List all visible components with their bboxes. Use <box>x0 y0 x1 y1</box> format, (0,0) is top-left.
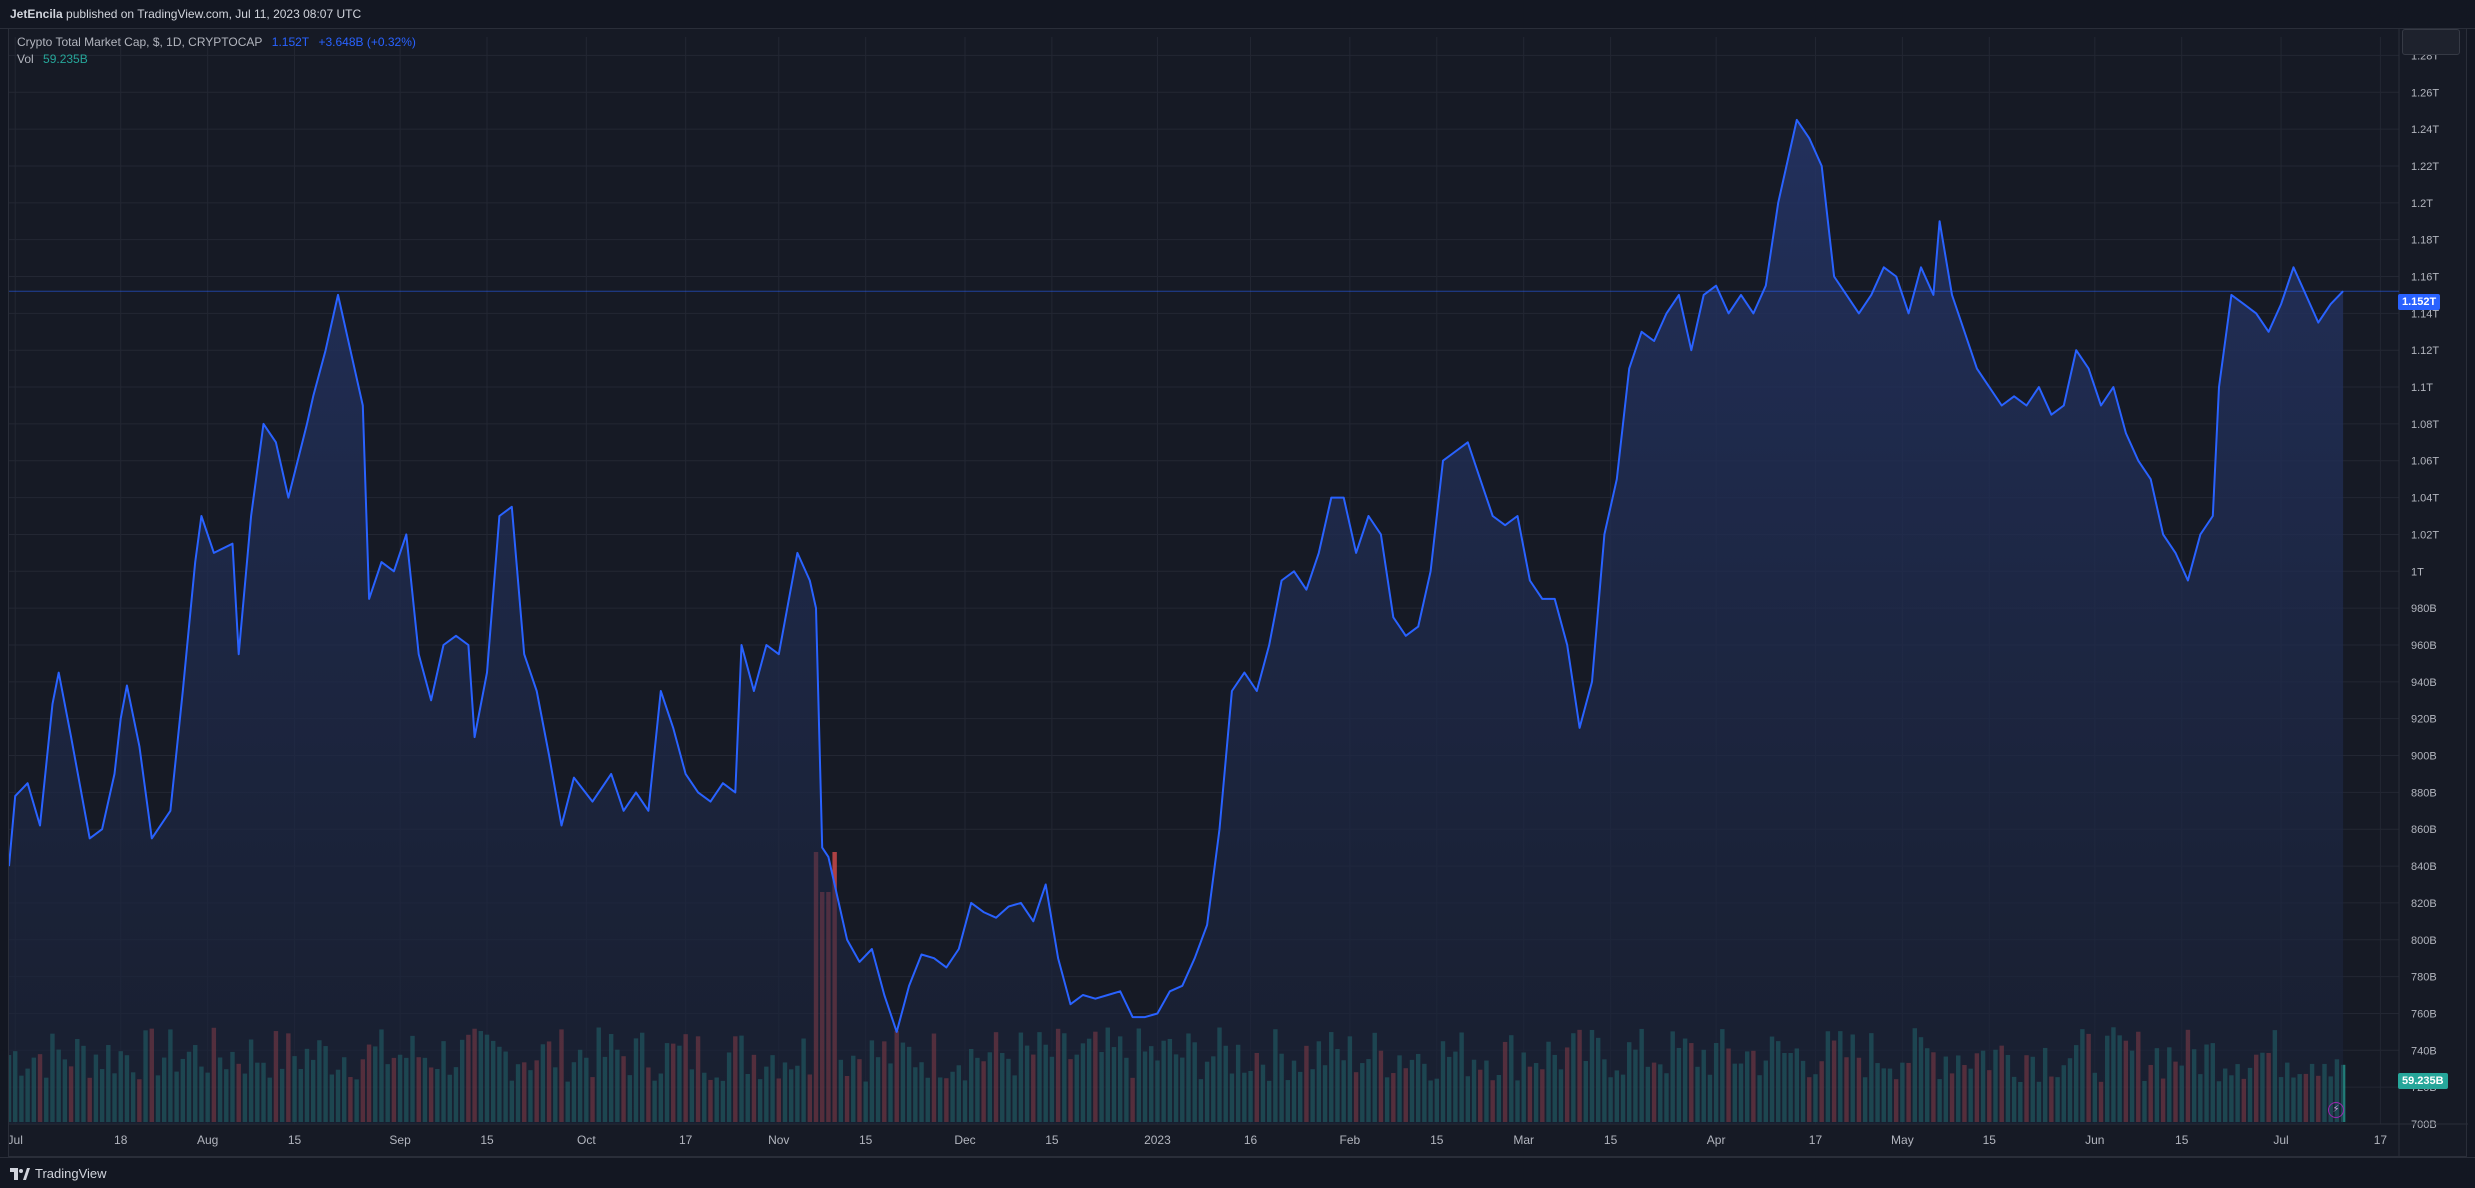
x-tick-label: 15 <box>288 1133 302 1147</box>
lightning-icon[interactable]: ⚡ <box>2328 1102 2344 1118</box>
tradingview-logo-text: TradingView <box>35 1166 107 1181</box>
y-tick-label: 820B <box>2411 898 2437 910</box>
y-tick-label: 920B <box>2411 714 2437 726</box>
publish-date: published on TradingView.com, Jul 11, 20… <box>66 7 362 21</box>
x-tick-label: Dec <box>954 1133 975 1147</box>
y-tick-label: 900B <box>2411 751 2437 763</box>
y-tick-label: 1.18T <box>2411 235 2439 247</box>
x-tick-label: Nov <box>768 1133 789 1147</box>
footer-bar <box>0 1157 2475 1188</box>
x-tick-label: 17 <box>1809 1133 1823 1147</box>
x-tick-label: Mar <box>1513 1133 1534 1147</box>
y-tick-label: 1.14T <box>2411 308 2439 320</box>
y-tick-label: 1.12T <box>2411 345 2439 357</box>
y-tick-label: 1.16T <box>2411 272 2439 284</box>
x-tick-label: May <box>1891 1133 1914 1147</box>
x-tick-label: Oct <box>577 1133 596 1147</box>
y-tick-label: 1.2T <box>2411 198 2433 210</box>
x-tick-label: Feb <box>1340 1133 1361 1147</box>
author-name[interactable]: JetEncila <box>10 7 63 21</box>
x-tick-label: 17 <box>2374 1133 2388 1147</box>
x-tick-label: 15 <box>480 1133 494 1147</box>
y-tick-label: 700B <box>2411 1119 2437 1131</box>
x-tick-label: 15 <box>859 1133 873 1147</box>
area-fill <box>9 119 2344 1124</box>
legend-volume-row: Vol 59.235B <box>17 51 422 68</box>
x-tick-label: 18 <box>114 1133 128 1147</box>
chart-canvas[interactable]: 1.28T1.26T1.24T1.22T1.2T1.18T1.16T1.14T1… <box>9 29 2468 1158</box>
x-tick-label: Jul <box>2273 1133 2288 1147</box>
chart-legend: Crypto Total Market Cap, $, 1D, CRYPTOCA… <box>17 34 422 68</box>
scale-corner-button[interactable] <box>2402 29 2460 55</box>
tradingview-logo-icon <box>10 1167 30 1180</box>
price-line <box>9 118 2344 1033</box>
legend-symbol[interactable]: Crypto Total Market Cap, $, 1D, CRYPTOCA… <box>17 35 263 49</box>
x-tick-label: Jul <box>9 1133 23 1147</box>
legend-vol-label[interactable]: Vol <box>17 52 34 66</box>
x-tick-label: Jun <box>2085 1133 2104 1147</box>
y-tick-label: 740B <box>2411 1045 2437 1057</box>
y-tick-label: 980B <box>2411 603 2437 615</box>
y-tick-label: 1.06T <box>2411 456 2439 468</box>
x-tick-label: 2023 <box>1144 1133 1171 1147</box>
publish-info: JetEncila published on TradingView.com, … <box>10 7 361 21</box>
y-tick-label: 1.26T <box>2411 87 2439 99</box>
x-tick-label: 15 <box>1045 1133 1059 1147</box>
x-tick-label: 15 <box>1604 1133 1618 1147</box>
y-tick-label: 880B <box>2411 787 2437 799</box>
legend-change: +3.648B (+0.32%) <box>318 35 416 49</box>
x-tick-label: Sep <box>389 1133 411 1147</box>
x-tick-label: 15 <box>2175 1133 2189 1147</box>
x-tick-label: 16 <box>1244 1133 1258 1147</box>
y-tick-label: 1.24T <box>2411 124 2439 136</box>
publish-header: JetEncila published on TradingView.com, … <box>0 0 2475 29</box>
x-tick-label: 15 <box>1430 1133 1444 1147</box>
y-tick-label: 800B <box>2411 935 2437 947</box>
y-tick-label: 780B <box>2411 972 2437 984</box>
legend-main-row: Crypto Total Market Cap, $, 1D, CRYPTOCA… <box>17 34 422 51</box>
y-tick-label: 760B <box>2411 1008 2437 1020</box>
legend-price: 1.152T <box>271 35 310 49</box>
y-tick-label: 960B <box>2411 640 2437 652</box>
x-tick-label: Aug <box>197 1133 218 1147</box>
y-tick-label: 840B <box>2411 861 2437 873</box>
current-price-tag: 1.152T <box>2398 294 2441 310</box>
volume-bar <box>2340 1064 2346 1122</box>
y-tick-label: 940B <box>2411 677 2437 689</box>
y-tick-label: 1T <box>2411 566 2424 578</box>
y-tick-label: 1.02T <box>2411 529 2439 541</box>
y-tick-label: 1.08T <box>2411 419 2439 431</box>
y-tick-label: 1.1T <box>2411 382 2433 394</box>
y-tick-label: 1.22T <box>2411 161 2439 173</box>
tradingview-logo[interactable]: TradingView <box>10 1166 107 1181</box>
x-tick-label: Apr <box>1707 1133 1726 1147</box>
y-tick-label: 1.04T <box>2411 493 2439 505</box>
y-tick-label: 860B <box>2411 824 2437 836</box>
chart-pane[interactable]: 1.28T 1.26T 1.24T 1.22T 1.2T 1.18T 1.16T 1.14T 1… <box>8 28 2468 1158</box>
x-tick-label: 15 <box>1983 1133 1997 1147</box>
legend-vol-value: 59.235B <box>43 52 88 66</box>
current-volume-tag: 59.235B <box>2398 1073 2448 1089</box>
x-tick-label: 17 <box>679 1133 693 1147</box>
